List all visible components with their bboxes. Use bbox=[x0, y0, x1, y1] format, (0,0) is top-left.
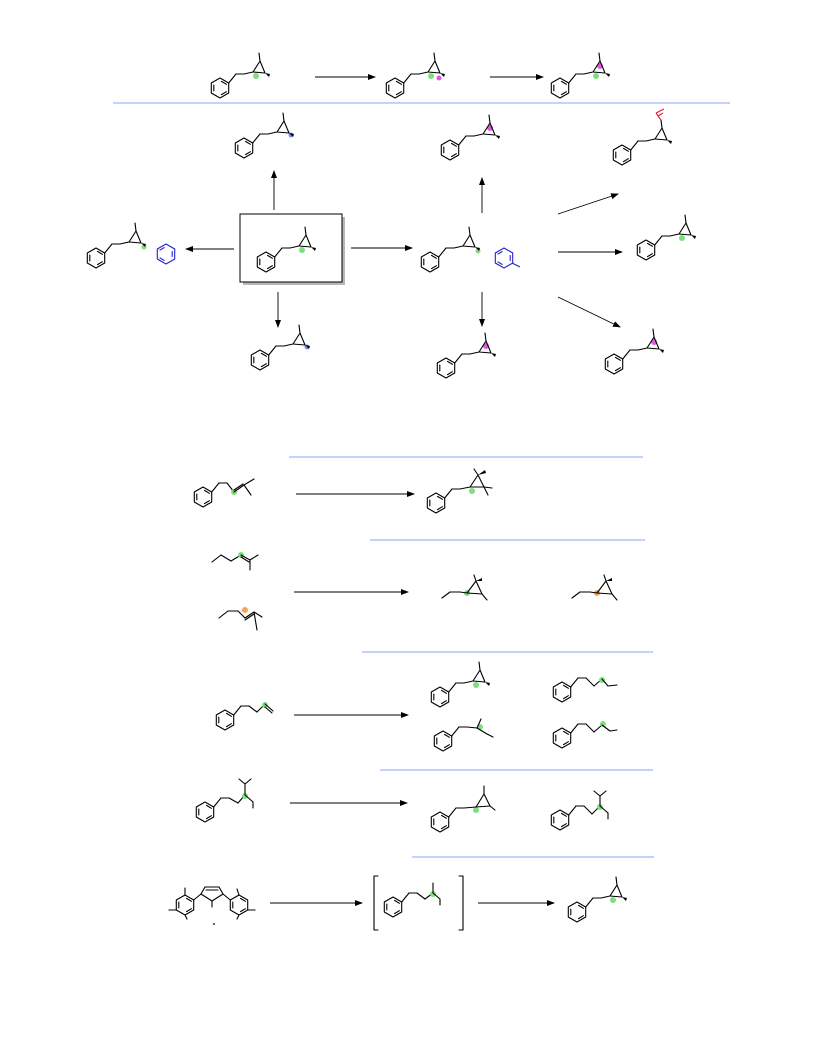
molecule-c3 bbox=[434, 718, 494, 751]
molecule-alkene-green bbox=[211, 552, 259, 571]
arrow-tolyl-downright bbox=[557, 296, 621, 328]
molecule-row1-a bbox=[211, 52, 271, 98]
molecule-gem-dimethyl-cprop bbox=[427, 468, 493, 513]
molecule-nhc-carbene bbox=[168, 886, 256, 925]
molecule-cprop-orange bbox=[571, 574, 618, 601]
molecule-hub-left bbox=[87, 222, 176, 268]
molecule-hub-up bbox=[235, 112, 295, 158]
molecule-tolyl-up bbox=[441, 114, 501, 160]
molecule-trisubstituted-alkene bbox=[194, 478, 255, 507]
molecule-alkene-orange bbox=[218, 607, 263, 631]
hub-box bbox=[239, 213, 345, 285]
molecule-tolyl bbox=[421, 226, 521, 272]
arrow-tolyl-upright bbox=[557, 193, 619, 215]
molecule-c1 bbox=[431, 661, 491, 707]
molecule-intermediate bbox=[384, 882, 441, 917]
molecule-cprop-green bbox=[441, 574, 488, 601]
molecule-hub-down bbox=[251, 324, 311, 370]
molecule-hub bbox=[257, 226, 317, 272]
molecule-final bbox=[568, 876, 628, 922]
molecule-d2 bbox=[551, 790, 609, 830]
molecule-row1-b bbox=[386, 52, 446, 98]
molecule-vinyl bbox=[613, 108, 673, 165]
molecule-diazo-like bbox=[196, 778, 254, 822]
molecule-terminal-alkene bbox=[216, 702, 274, 730]
molecule-c2 bbox=[553, 677, 618, 702]
intermediate-brackets bbox=[373, 875, 464, 931]
molecule-d1 bbox=[431, 785, 496, 832]
molecule-tolyl-down bbox=[437, 332, 497, 378]
molecule-c4 bbox=[553, 721, 618, 748]
molecule-tolyl-right bbox=[637, 214, 697, 260]
molecule-tolyl-downright bbox=[605, 328, 665, 374]
molecule-row1-c bbox=[551, 52, 611, 98]
